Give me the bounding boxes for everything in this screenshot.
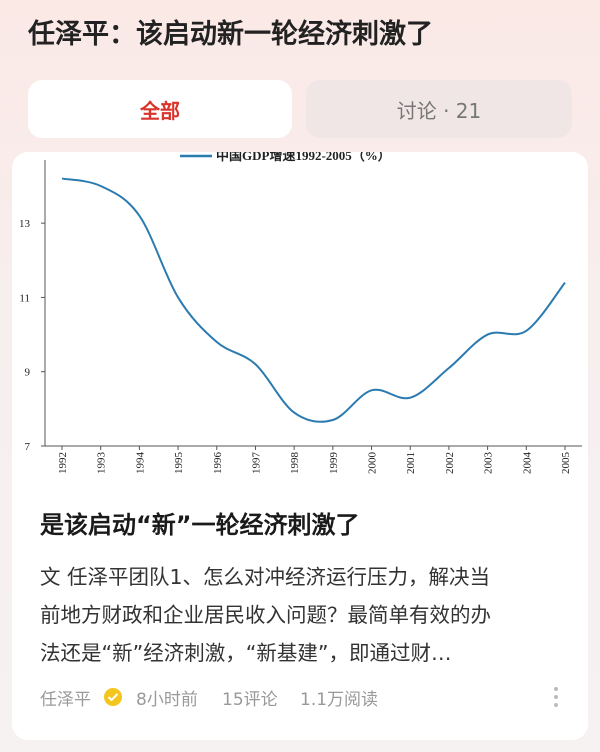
x-tick-label: 1995 (173, 452, 185, 475)
x-tick-label: 1999 (328, 452, 340, 475)
y-tick-label: 11 (19, 292, 30, 304)
verified-icon (104, 688, 122, 706)
author[interactable]: 任泽平 (40, 690, 91, 710)
x-tick-label: 1992 (57, 452, 69, 474)
y-tick-label: 7 (25, 441, 31, 453)
tab-all[interactable]: 全部 (28, 80, 292, 138)
x-tick-label: 2004 (521, 452, 533, 475)
data-line (61, 177, 566, 423)
x-tick-label: 1996 (212, 452, 224, 475)
x-tick-label: 2002 (444, 452, 456, 474)
article-body-line: 法还是“新”经济刺激，“新基建”，即通过财… (40, 641, 452, 665)
post-time: 8小时前 (136, 690, 198, 710)
x-tick-label: 1994 (134, 452, 146, 475)
article-body-line: 前地方财政和企业居民收入问题？最简单有效的办 (40, 603, 491, 627)
x-tick-label: 2001 (405, 452, 417, 474)
x-tick-label: 2005 (560, 452, 572, 475)
y-tick-label: 13 (19, 218, 31, 230)
x-tick-label: 1997 (250, 452, 262, 475)
page-title: 任泽平：该启动新一轮经济刺激了 (28, 19, 433, 50)
article-title[interactable]: 是该启动“新”一轮经济刺激了 (40, 511, 360, 539)
tab-discussion[interactable]: 讨论 · 21 (306, 80, 572, 138)
more-menu[interactable] (548, 684, 564, 710)
x-tick-label: 1993 (96, 452, 108, 475)
chart: 7 9 11 13 1992 1993 1994 1995 1996 1997 1998 1999 20… (19, 148, 582, 475)
read-count: 1.1万阅读 (300, 690, 379, 710)
comment-count[interactable]: 15评论 (222, 690, 278, 710)
article-body-line: 文 任泽平团队1、怎么对冲经济运行压力，解决当 (40, 565, 491, 589)
x-tick-label: 2003 (483, 452, 495, 475)
y-tick-label: 9 (25, 367, 31, 379)
x-tick-label: 2000 (367, 452, 379, 475)
legend-label: 中国GDP增速1992-2005（%） (216, 148, 391, 163)
x-tick-label: 1998 (289, 452, 301, 475)
